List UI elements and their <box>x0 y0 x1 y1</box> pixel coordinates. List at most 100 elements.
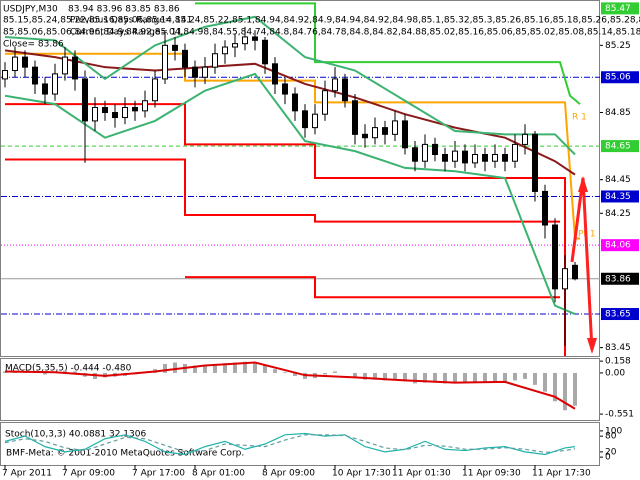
step-line <box>195 2 581 105</box>
candle-body <box>432 143 438 155</box>
annotation: R 1 <box>572 113 587 123</box>
candle-body <box>492 153 498 162</box>
y-tick-label: 84.45 <box>605 175 631 185</box>
candle-body <box>92 106 98 122</box>
level-label: 84.06 <box>605 241 631 251</box>
macd-bar <box>323 372 327 375</box>
candle-body <box>62 56 68 75</box>
candle-body <box>512 143 518 162</box>
candle-body <box>2 70 8 80</box>
step-line <box>5 103 566 356</box>
y-tick-label: 84.85 <box>605 108 631 118</box>
candle-body <box>142 100 148 112</box>
indicator-line <box>4 72 576 315</box>
candle-body <box>402 120 408 149</box>
x-tick-label: 8 Apr 09:00 <box>262 469 315 479</box>
candle-body <box>372 127 378 139</box>
level-label: 85.47 <box>605 4 631 14</box>
level-box <box>601 308 639 321</box>
stoch-line <box>4 434 576 454</box>
macd-bar <box>553 372 557 402</box>
candle-body <box>72 56 78 80</box>
candle-body <box>112 112 118 119</box>
candle-body <box>322 90 328 115</box>
candle-body <box>242 36 248 45</box>
candle-body <box>572 264 578 280</box>
candle-body <box>22 56 28 68</box>
macd-bar <box>273 369 277 373</box>
level-box <box>601 71 639 84</box>
macd-bar <box>533 372 537 385</box>
candle-body <box>542 190 548 226</box>
y-tick-label: 0.00 <box>605 368 625 378</box>
x-tick-label: 8 Apr 01:00 <box>192 469 245 479</box>
macd-bar <box>163 363 167 373</box>
candle-body <box>132 106 138 112</box>
macd-bar <box>563 372 567 411</box>
candle-body <box>552 224 558 290</box>
candle-body <box>172 44 178 51</box>
y-tick-label: 100 <box>605 426 622 436</box>
candle-body <box>452 150 458 162</box>
macd-bar <box>573 372 577 406</box>
candle-body <box>182 49 188 68</box>
stoch-panel <box>0 422 600 466</box>
y-tick-label: 80 <box>605 432 617 442</box>
y-tick-label: 83.45 <box>605 343 631 353</box>
candle-body <box>562 268 568 290</box>
level-label: 84.35 <box>605 192 631 202</box>
step-line <box>5 158 560 223</box>
candle-body <box>202 66 208 78</box>
candle-body <box>522 133 528 145</box>
candle-body <box>122 106 128 119</box>
step-line <box>185 276 560 299</box>
macd-bar <box>283 372 287 373</box>
macd-bar <box>173 362 177 373</box>
close-info: Close= 83.86 <box>3 40 64 50</box>
y-tick-label: 85.25 <box>605 41 631 51</box>
candle-body <box>412 147 418 162</box>
indicator-line <box>4 49 576 176</box>
macd-bar <box>43 372 47 375</box>
macd-bar <box>513 372 517 381</box>
stoch-line <box>4 432 576 456</box>
candle-body <box>502 153 508 162</box>
candle-body <box>12 56 18 72</box>
stoch-title: Stoch(10,3,3) 40.0881 32.1306 <box>5 430 146 440</box>
symbol: USDJPY,M30 <box>3 5 58 15</box>
level-label: 85.06 <box>605 73 631 83</box>
candle-body <box>352 100 358 135</box>
copyright: BMF-Meta: © 2001-2010 MetaQuotes Softwar… <box>6 449 244 459</box>
macd-bar <box>233 362 237 373</box>
candle-body <box>382 127 388 135</box>
candle-body <box>362 133 368 139</box>
candle-body <box>272 63 278 85</box>
candle-body <box>162 44 168 80</box>
macd-bar <box>443 372 447 384</box>
candle-body <box>332 78 338 92</box>
macd-bar <box>543 372 547 392</box>
macd-bar <box>213 363 217 373</box>
macd-bar <box>353 372 357 378</box>
level-label: 83.86 <box>605 274 631 284</box>
macd-title: MACD(5,35,5) -0.444 -0.480 <box>5 364 132 374</box>
candle-body <box>282 83 288 95</box>
candle-body <box>462 150 468 164</box>
x-tick-label: 7 Apr 2011 <box>2 469 52 479</box>
level-box <box>601 2 639 15</box>
y-tick-label: 20 <box>605 447 617 457</box>
macd-bar <box>243 361 247 373</box>
macd-bar <box>333 371 337 373</box>
macd-bar <box>423 372 427 383</box>
macd-bar <box>493 372 497 382</box>
macd-bar <box>193 365 197 373</box>
level-label: 84.65 <box>605 142 631 152</box>
low-info: 85,85.06,85.06,84.96,84.9,84.92,85.04,84… <box>3 28 640 38</box>
y-tick-label: 84.25 <box>605 209 631 219</box>
y-tick-label: 0 <box>605 453 611 463</box>
macd-bar <box>403 372 407 382</box>
candle-body <box>342 78 348 102</box>
candle-body <box>482 153 488 162</box>
